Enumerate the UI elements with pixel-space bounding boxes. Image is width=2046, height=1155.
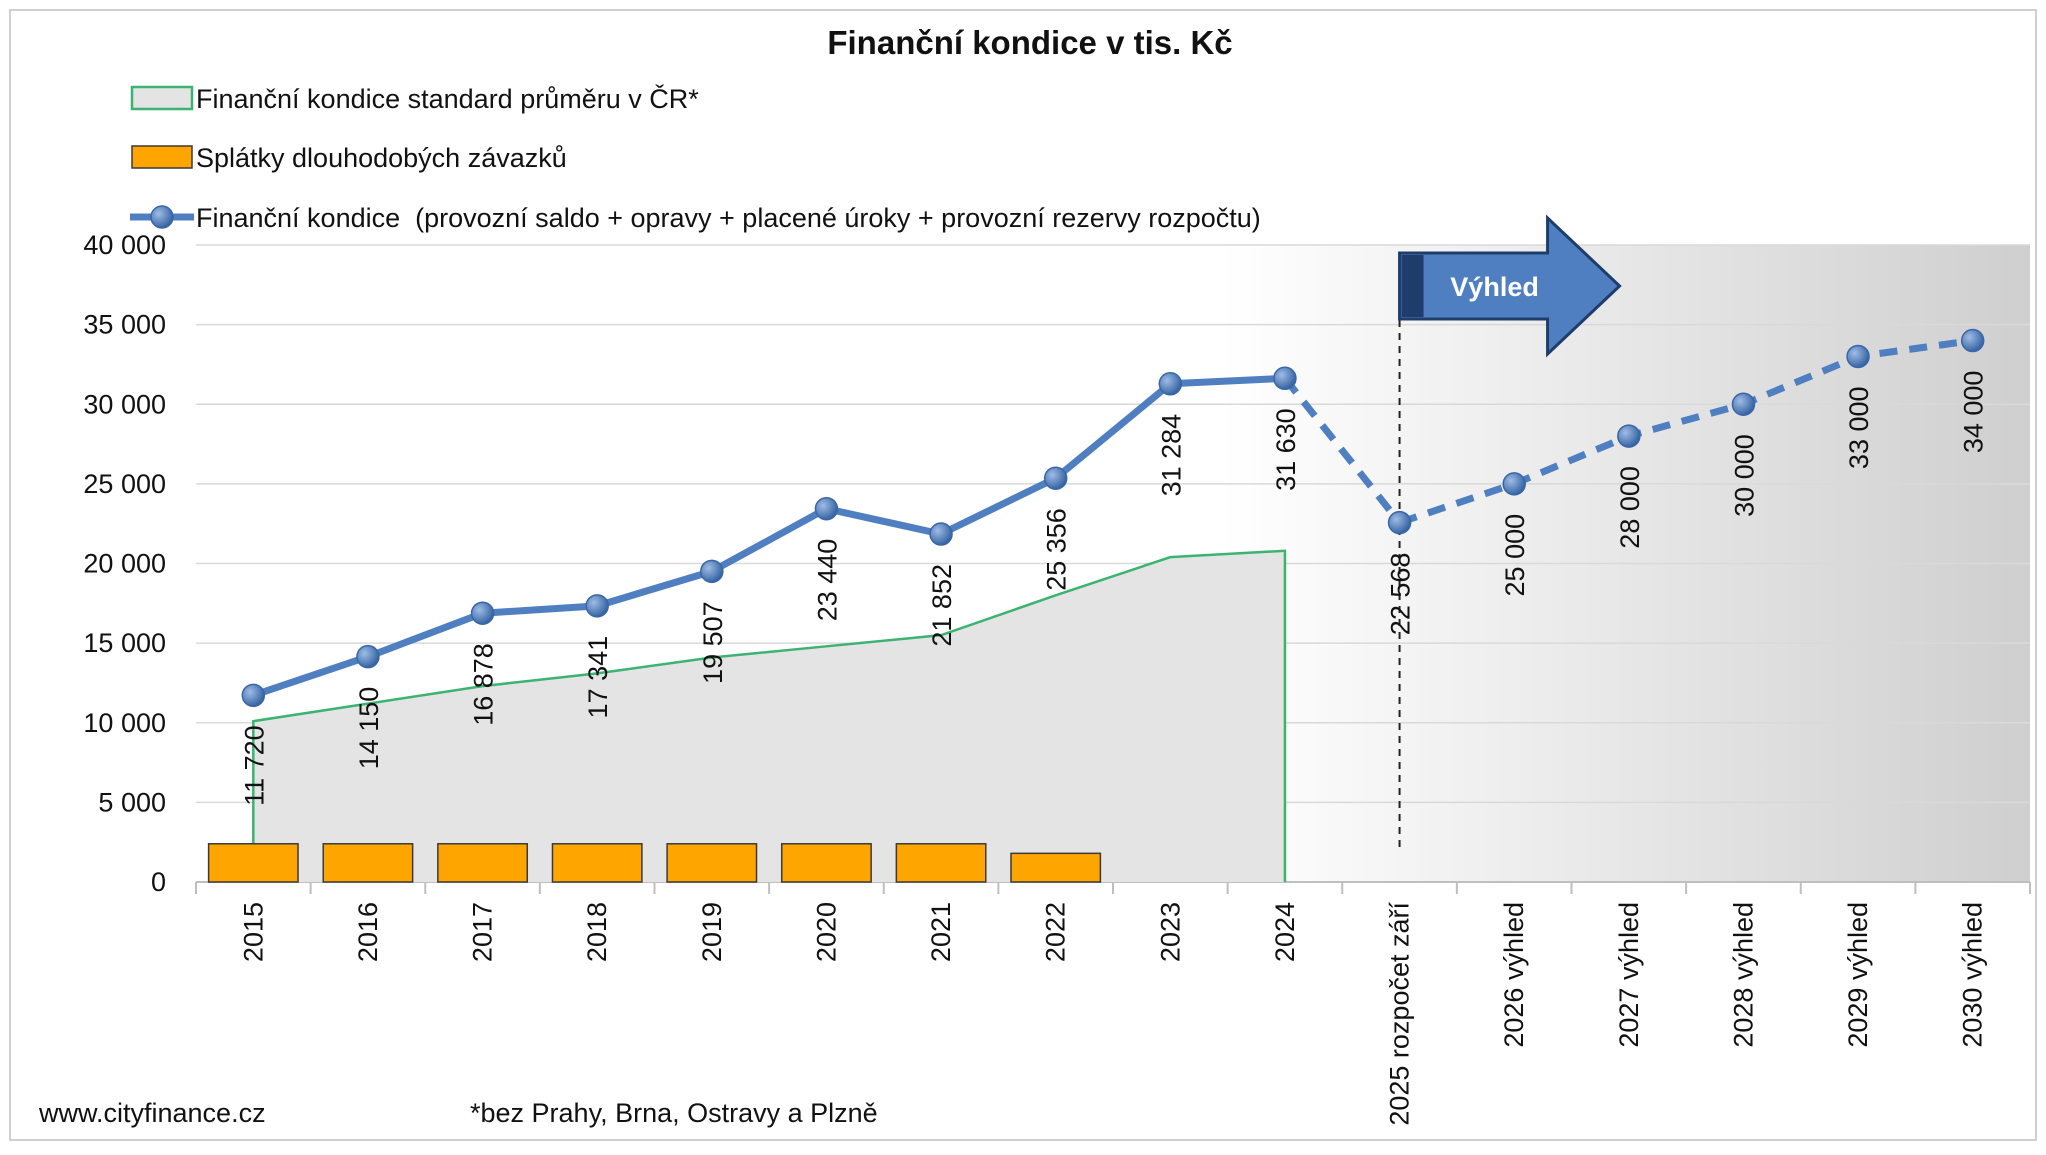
footer-note: *bez Prahy, Brna, Ostravy a Plzně (470, 1098, 878, 1128)
bar (780, 843, 872, 883)
data-label: 14 150 (354, 687, 384, 770)
line (1398, 337, 1974, 526)
x-tick-label: 2029 výhled (1843, 902, 1873, 1048)
marker (356, 644, 380, 669)
y-tick-label: 30 000 (83, 389, 166, 419)
marker (1731, 392, 1756, 416)
x-tick-label: 2025 rozpočet září (1385, 902, 1415, 1126)
data-label: 22 568 (1386, 553, 1416, 636)
marker (470, 601, 495, 625)
y-tick-label: 35 000 (83, 310, 166, 340)
bar (666, 843, 758, 883)
data-label: 34 000 (1959, 371, 1989, 454)
data-label: 25 356 (1042, 508, 1072, 591)
legend-swatch (131, 145, 193, 169)
footer-source: www.cityfinance.cz (38, 1098, 266, 1128)
marker (1617, 424, 1641, 448)
x-tick-label: 2027 výhled (1614, 902, 1644, 1048)
marker (700, 559, 724, 584)
x-tick-label: 2030 výhled (1958, 902, 1988, 1048)
annotation: Výhled (1450, 272, 1539, 302)
y-tick-label: 25 000 (83, 469, 166, 499)
marker (1043, 466, 1068, 490)
bar (322, 843, 414, 883)
line (252, 374, 1286, 699)
x-tick-label: 2018 (582, 902, 612, 962)
marker (1273, 366, 1297, 391)
bar (207, 843, 299, 883)
data-label: 19 507 (698, 601, 728, 684)
marker (585, 594, 609, 618)
x-tick-label: 2023 (1155, 902, 1185, 962)
bar (895, 843, 987, 883)
data-label: 33 000 (1844, 386, 1874, 469)
data-label: 31 630 (1271, 408, 1301, 491)
x-tick-label: 2019 (697, 902, 727, 962)
area (253, 550, 1285, 882)
marker (1846, 344, 1870, 369)
data-label: 23 440 (812, 539, 842, 622)
area-outline (252, 549, 1287, 882)
x-tick-label: 2021 (926, 902, 956, 962)
marker (1960, 328, 1985, 353)
x-tick-label: 2015 (238, 902, 268, 962)
y-tick-label: 15 000 (83, 628, 166, 658)
chart-title: Finanční kondice v tis. Kč (827, 24, 1232, 61)
bar (1010, 852, 1102, 883)
x-tick-label: 2020 (811, 902, 841, 962)
bar (437, 843, 529, 883)
forecast-arrow (1398, 214, 1622, 358)
data-label: 17 341 (583, 636, 613, 719)
marker (1502, 472, 1526, 496)
x-tick-label: 2024 (1270, 902, 1300, 962)
marker (1158, 372, 1183, 396)
x-tick-label: 2016 (353, 902, 383, 962)
bar (551, 843, 643, 883)
y-tick-label: 5 000 (98, 787, 166, 817)
data-label: 28 000 (1615, 466, 1645, 549)
data-label: 25 000 (1500, 514, 1530, 597)
frame (9, 9, 2037, 1141)
forecast-arrow-edge (1401, 255, 1424, 317)
y-tick-label: 20 000 (83, 549, 166, 579)
data-label: 16 878 (469, 643, 499, 726)
legend-swatch-marker (150, 205, 174, 229)
x-tick-label: 2022 (1041, 902, 1071, 962)
x-tick-label: 2017 (468, 902, 498, 962)
marker (1387, 510, 1412, 535)
y-tick-label: 10 000 (83, 708, 166, 738)
data-label: 30 000 (1729, 434, 1759, 517)
data-label: 21 852 (927, 564, 957, 647)
marker (814, 496, 839, 521)
line-connector (1282, 376, 1403, 525)
x-tick-label: 2026 výhled (1499, 902, 1529, 1048)
marker (929, 522, 953, 546)
legend-label: Finanční kondice standard průměru v ČR* (196, 83, 699, 114)
legend-label: Splátky dlouhodobých závazků (196, 143, 567, 173)
y-tick-label: 0 (151, 867, 166, 897)
y-tick-label: 40 000 (83, 230, 166, 260)
data-label: 11 720 (239, 725, 269, 806)
legend-label: Finanční kondice (provozní saldo + oprav… (196, 203, 1261, 233)
legend-swatch (130, 85, 194, 111)
x-tick-label: 2028 výhled (1728, 902, 1758, 1048)
data-label: 31 284 (1156, 414, 1186, 497)
marker (241, 683, 266, 708)
